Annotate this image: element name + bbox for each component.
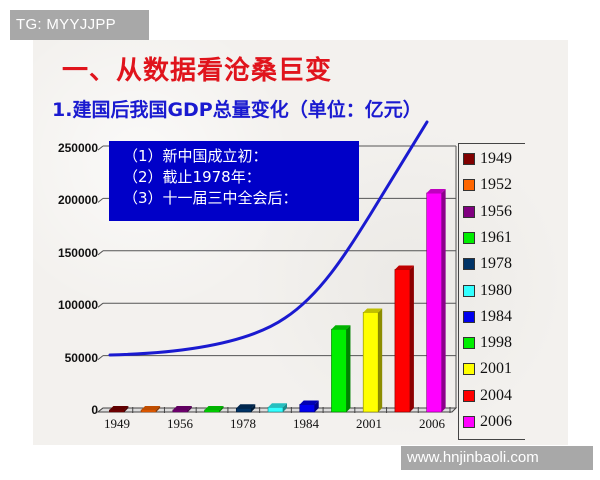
legend-item-2006: 2006 <box>463 412 512 432</box>
y-tick-200000: 200000 <box>57 193 98 207</box>
x-tick-1978: 1978 <box>230 416 256 431</box>
bar-1949 <box>109 406 129 413</box>
y-tick-250000: 250000 <box>57 141 98 155</box>
legend-label: 2004 <box>480 386 512 404</box>
legend-item-2001: 2001 <box>463 359 512 379</box>
legend-item-1961: 1961 <box>463 228 512 248</box>
legend-item-1978: 1978 <box>463 254 512 274</box>
bar-1998 <box>331 325 351 413</box>
y-tick-50000: 50000 <box>64 351 98 365</box>
legend-label: 1956 <box>480 202 512 220</box>
legend-label: 1952 <box>480 176 512 194</box>
legend-swatch <box>463 337 475 350</box>
bar-2001 <box>362 308 383 413</box>
note-2: （2）截止1978年： <box>123 168 261 186</box>
watermark-top-left: TG: MYYJJPP <box>10 10 149 40</box>
x-tick-1984: 1984 <box>293 416 319 431</box>
legend-swatch <box>463 231 475 244</box>
x-tick-1949: 1949 <box>104 416 130 431</box>
x-tick-2001: 2001 <box>356 416 382 431</box>
trend-curve <box>108 120 429 357</box>
x-tick-1956: 1956 <box>167 416 193 431</box>
chart-legend: 1949 1952 1956 1961 1978 1980 1984 1998 2001 2004… <box>458 143 525 440</box>
bar-2004 <box>394 265 414 413</box>
legend-item-1956: 1956 <box>463 202 512 222</box>
x-tick-2006: 2006 <box>419 416 445 431</box>
chart-subtitle: 1.建国后我国GDP总量变化（单位：亿元） <box>52 99 422 121</box>
bar-1978 <box>235 404 256 413</box>
bars <box>109 188 451 413</box>
bar-1984 <box>299 400 319 413</box>
note-3: （3）十一届三中全会后： <box>123 189 298 207</box>
legend-label: 2006 <box>480 413 512 430</box>
legend-item-1952: 1952 <box>463 175 512 195</box>
legend-item-1949: 1949 <box>463 149 512 169</box>
legend-item-1998: 1998 <box>463 333 512 353</box>
legend-swatch <box>463 416 475 428</box>
bar-1980 <box>267 403 287 413</box>
legend-label: 1949 <box>480 150 512 167</box>
watermark-bottom-right: www.hnjinbaoli.com <box>401 446 593 470</box>
y-tick-0: 0 <box>91 403 98 417</box>
legend-swatch <box>463 179 475 192</box>
bar-1952 <box>140 406 161 413</box>
legend-item-1984: 1984 <box>463 307 512 327</box>
note-1: （1）新中国成立初： <box>123 147 268 165</box>
legend-label: 1961 <box>480 228 512 246</box>
legend-swatch <box>463 284 475 297</box>
legend-swatch <box>463 258 475 271</box>
slide-title: 一、从数据看沧桑巨变 <box>62 56 333 86</box>
bar-1961 <box>204 406 224 413</box>
legend-swatch <box>463 363 475 376</box>
legend-swatch <box>463 153 475 165</box>
legend-item-1980: 1980 <box>463 281 512 301</box>
trend-curve-line <box>108 120 429 357</box>
legend-label: 1978 <box>480 255 512 273</box>
legend-label: 1998 <box>480 334 512 352</box>
legend-swatch <box>463 205 475 218</box>
y-tick-150000: 150000 <box>57 246 98 260</box>
bar-1956 <box>172 406 192 413</box>
legend-swatch <box>463 310 475 323</box>
legend-label: 1980 <box>480 281 512 299</box>
notes-box: （1）新中国成立初： （2）截止1978年： （3）十一届三中全会后： <box>109 141 359 221</box>
y-tick-100000: 100000 <box>57 298 98 312</box>
slide-background <box>33 40 568 445</box>
legend-label: 1984 <box>480 307 512 325</box>
legend-item-2004: 2004 <box>463 386 512 406</box>
legend-swatch <box>463 389 475 402</box>
bar-2006 <box>426 188 446 413</box>
legend-label: 2001 <box>480 360 512 378</box>
